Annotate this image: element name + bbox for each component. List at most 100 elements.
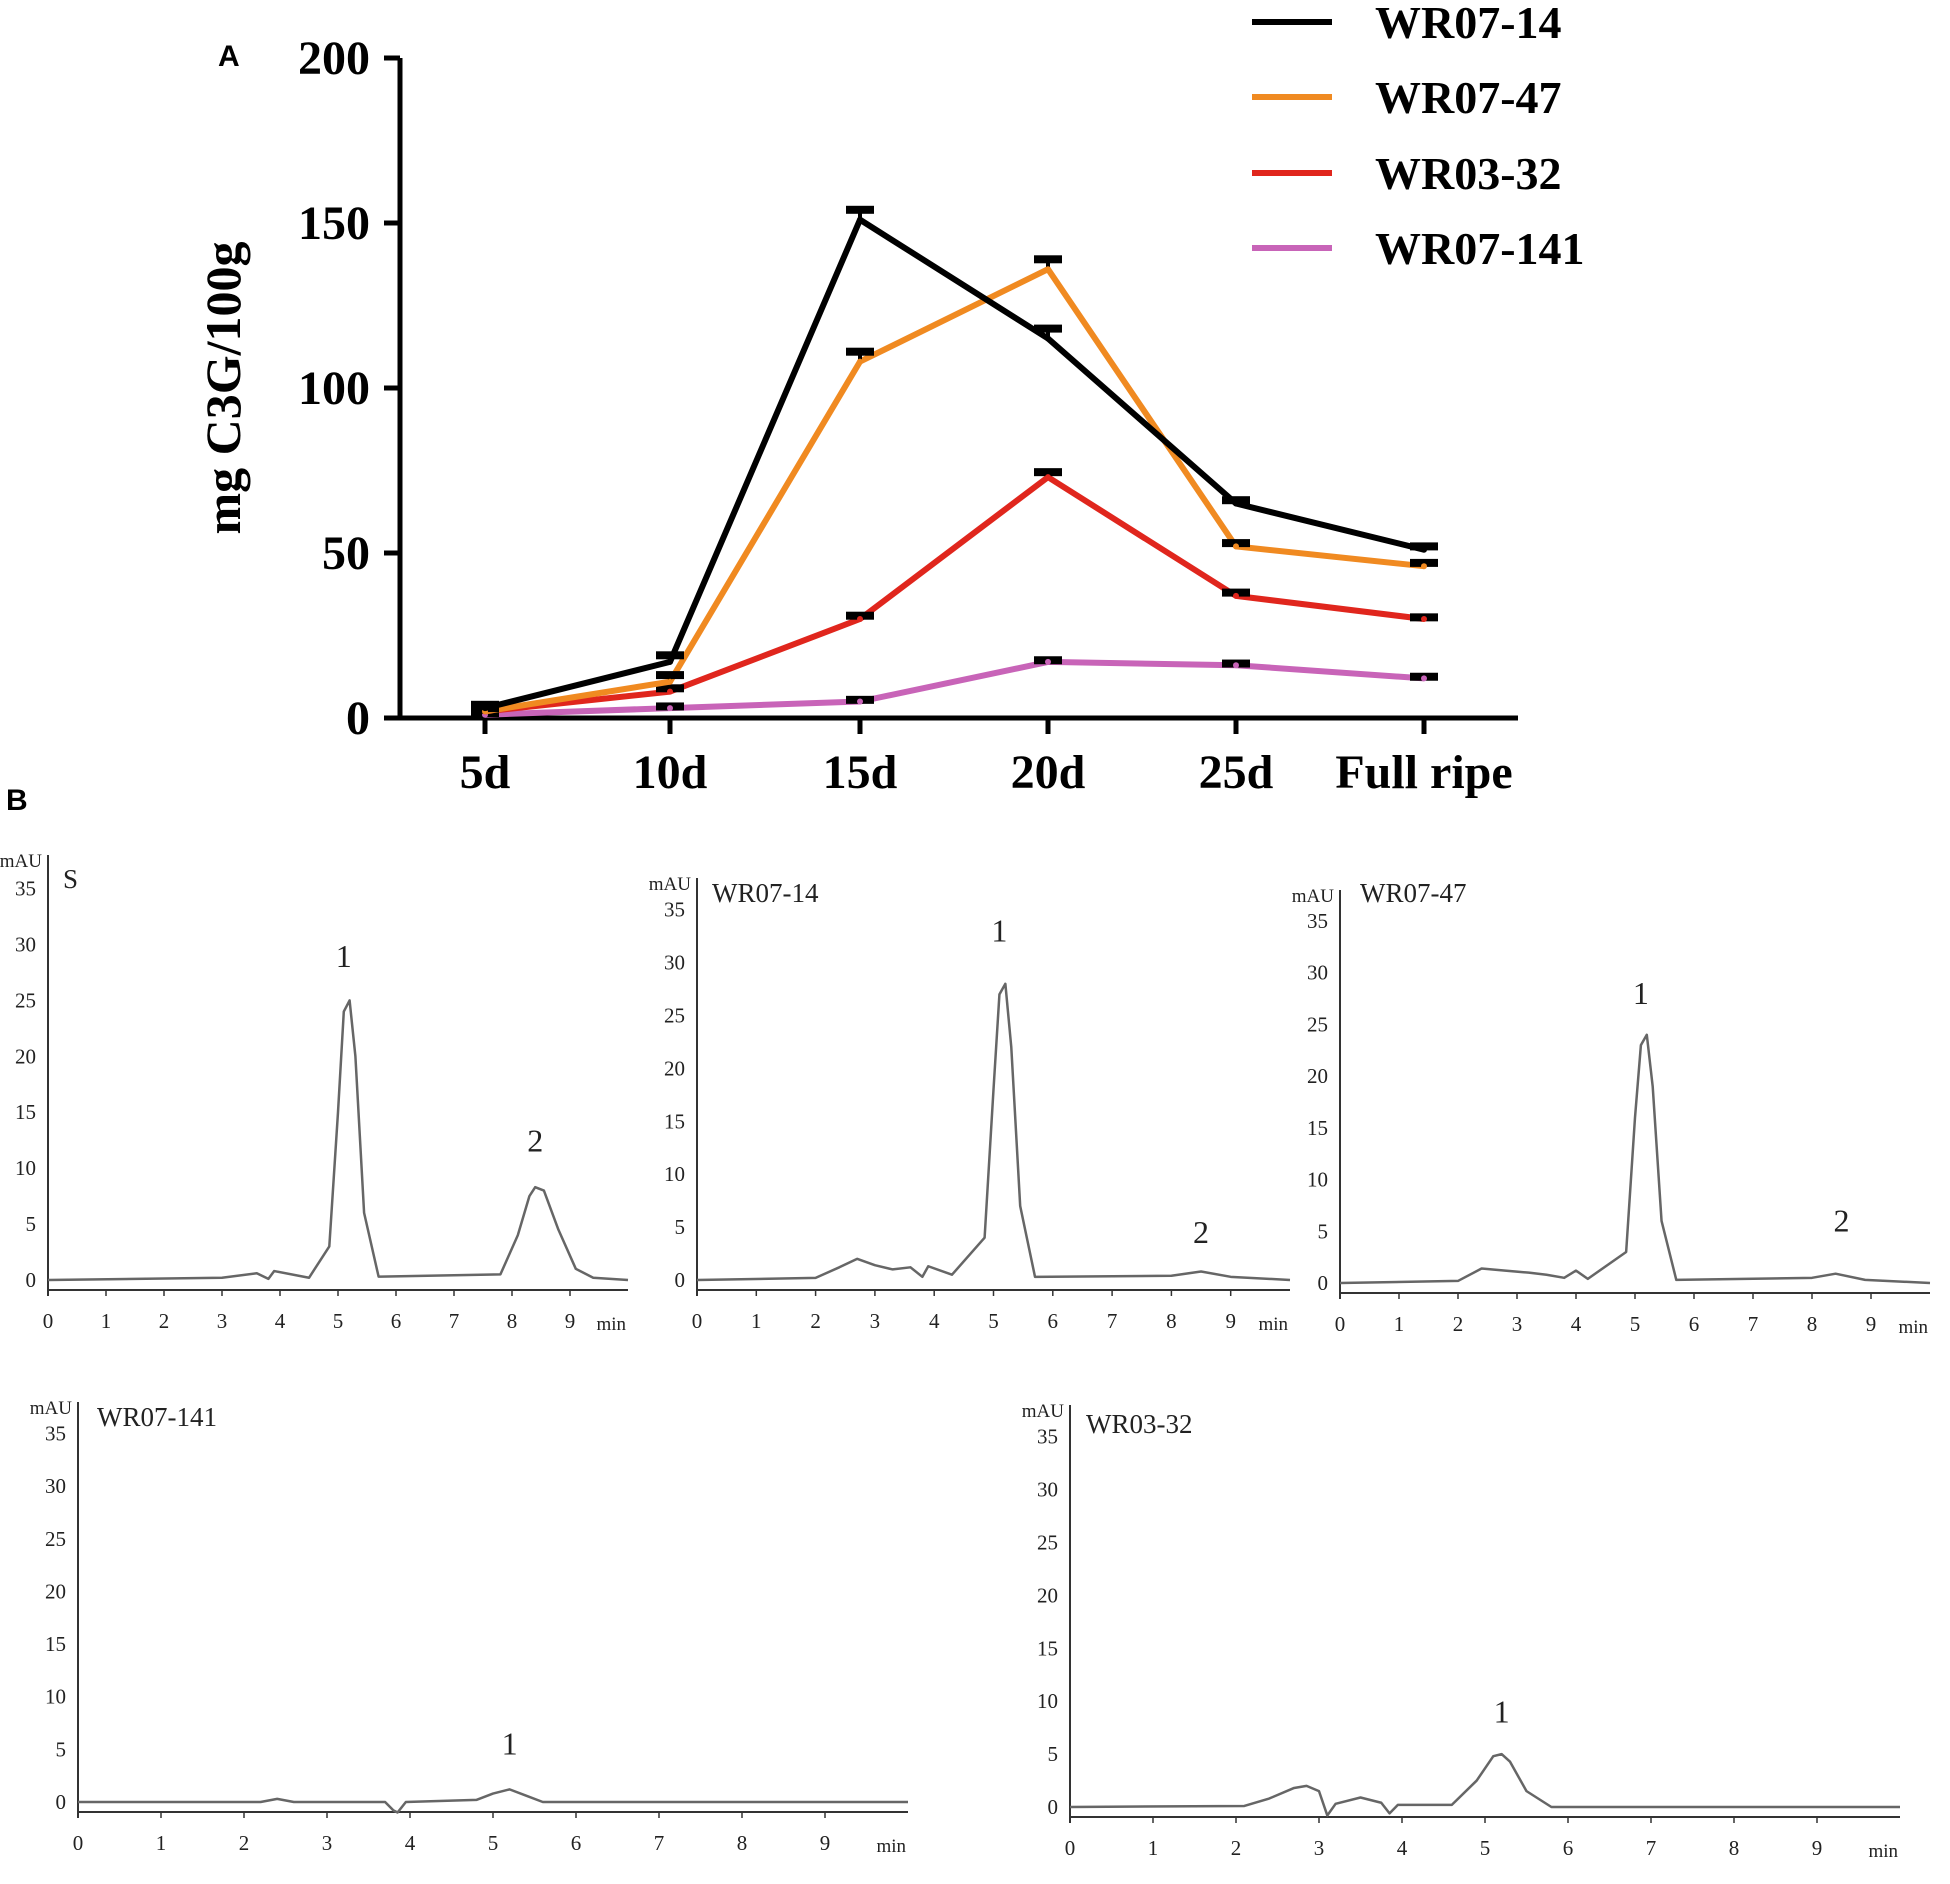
y-tick-label: 20 [1037, 1583, 1058, 1607]
y-axis-unit: mAU [0, 851, 42, 872]
y-tick-label: 0 [346, 692, 370, 745]
chromatogram-trace [1339, 1033, 1931, 1285]
x-tick-label: 7 [1748, 1312, 1759, 1336]
y-tick-label: 35 [664, 898, 685, 922]
y-tick-label: 20 [664, 1056, 685, 1080]
y-tick-label: 35 [1307, 909, 1328, 933]
y-tick-label: 5 [1318, 1219, 1329, 1243]
x-tick-label: 6 [391, 1309, 402, 1333]
legend-label: WR07-141 [1375, 223, 1585, 274]
x-axis-unit: min [1898, 1317, 1928, 1338]
y-axis-unit: mAU [1022, 1401, 1065, 1422]
data-point [1045, 335, 1051, 342]
error-bar-cap [1222, 588, 1250, 597]
x-tick-label: 6 [1563, 1836, 1574, 1860]
y-tick-label: 150 [298, 197, 370, 250]
data-point [857, 616, 863, 622]
y-tick-label: 25 [1307, 1012, 1328, 1036]
y-axis-title: mg C3G/100g [195, 241, 251, 534]
x-tick-label: 2 [810, 1309, 821, 1333]
x-tick-label: 9 [820, 1831, 831, 1855]
x-tick-label: 5 [988, 1309, 999, 1333]
y-tick-label: 25 [15, 988, 36, 1012]
peak-label: 1 [1494, 1693, 1510, 1729]
data-point [1045, 474, 1051, 481]
x-tick-label: 4 [275, 1309, 286, 1333]
x-tick-label: 1 [1148, 1836, 1159, 1860]
x-tick-label: 8 [507, 1309, 518, 1333]
peak-label: 2 [527, 1122, 543, 1158]
data-point [1045, 266, 1051, 273]
x-tick-label: 1 [1394, 1312, 1405, 1336]
chromatogram-trace [78, 1788, 908, 1814]
x-tick-label: 9 [1866, 1312, 1877, 1336]
chromatogram-title: WR07-141 [97, 1402, 217, 1432]
y-tick-label: 5 [56, 1737, 67, 1761]
y-tick-label: 200 [298, 32, 370, 85]
x-tick-label: 3 [217, 1309, 228, 1333]
x-axis-unit: min [876, 1836, 906, 1857]
x-tick-label: Full ripe [1335, 746, 1512, 799]
y-tick-label: 5 [26, 1212, 37, 1236]
x-axis-unit: min [596, 1314, 626, 1335]
data-point [667, 688, 673, 695]
y-tick-label: 35 [1037, 1425, 1058, 1449]
x-tick-label: 0 [1335, 1312, 1346, 1336]
legend-label: WR07-47 [1375, 72, 1562, 123]
x-tick-label: 4 [1397, 1836, 1408, 1860]
chromatogram-s: 0 1 2 3 4 5 6 7 8 9 min 0 5 10 15 20 25 30 35 mAU S 1 2 [0, 851, 629, 1335]
x-tick-label: 2 [1231, 1836, 1242, 1860]
data-point [857, 698, 863, 705]
error-bar-cap [846, 347, 874, 356]
error-bar-cap [1034, 255, 1062, 264]
y-tick-label: 0 [1318, 1271, 1329, 1295]
chromatogram-title: WR03-32 [1086, 1409, 1192, 1439]
x-tick-label: 4 [929, 1309, 940, 1333]
x-tick-label: 1 [101, 1309, 112, 1333]
chromatogram-title: S [63, 864, 78, 894]
error-bar-cap [1410, 558, 1438, 567]
data-point [1233, 592, 1239, 599]
x-tick-label: 1 [751, 1309, 762, 1333]
data-point [1233, 543, 1239, 550]
x-tick-label: 2 [159, 1309, 170, 1333]
y-tick-label: 10 [45, 1685, 66, 1709]
y-tick-label: 0 [675, 1268, 686, 1292]
y-tick-label: 30 [1037, 1478, 1058, 1502]
error-bar-cap [1034, 468, 1062, 477]
x-tick-label: 8 [1729, 1836, 1740, 1860]
data-point [482, 705, 488, 712]
x-tick-label: 7 [654, 1831, 665, 1855]
x-tick-label: 3 [870, 1309, 881, 1333]
y-tick-label: 15 [15, 1100, 36, 1124]
data-point [1421, 616, 1427, 622]
y-tick-label: 10 [1037, 1689, 1058, 1713]
x-axis-unit: min [1868, 1841, 1898, 1862]
x-tick-label: 4 [1571, 1312, 1582, 1336]
data-point [667, 658, 673, 665]
x-tick-label: 8 [737, 1831, 748, 1855]
x-tick-label: 0 [1065, 1836, 1076, 1860]
x-tick-label: 6 [1048, 1309, 1059, 1333]
y-tick-label: 30 [45, 1474, 66, 1498]
error-bar-cap [1410, 542, 1438, 551]
y-tick-label: 0 [26, 1268, 37, 1292]
x-tick-label: 0 [43, 1309, 54, 1333]
error-bar-cap [656, 671, 684, 680]
error-bar-cap [1034, 324, 1062, 333]
x-tick-label: 25d [1199, 746, 1274, 799]
error-bar-cap [846, 611, 874, 620]
panel-a-label: A [218, 40, 240, 73]
series-line-wr07-141 [484, 658, 1425, 718]
legend-label: WR07-14 [1375, 0, 1562, 48]
x-tick-label: 5d [460, 746, 511, 799]
x-tick-label: 2 [239, 1831, 250, 1855]
y-tick-label: 20 [45, 1579, 66, 1603]
x-tick-label: 2 [1453, 1312, 1464, 1336]
x-tick-label: 5 [1480, 1836, 1491, 1860]
x-tick-label: 3 [1512, 1312, 1523, 1336]
y-axis-unit: mAU [30, 1398, 73, 1419]
y-tick-label: 35 [15, 877, 36, 901]
data-point [857, 216, 863, 223]
data-point [667, 678, 673, 685]
